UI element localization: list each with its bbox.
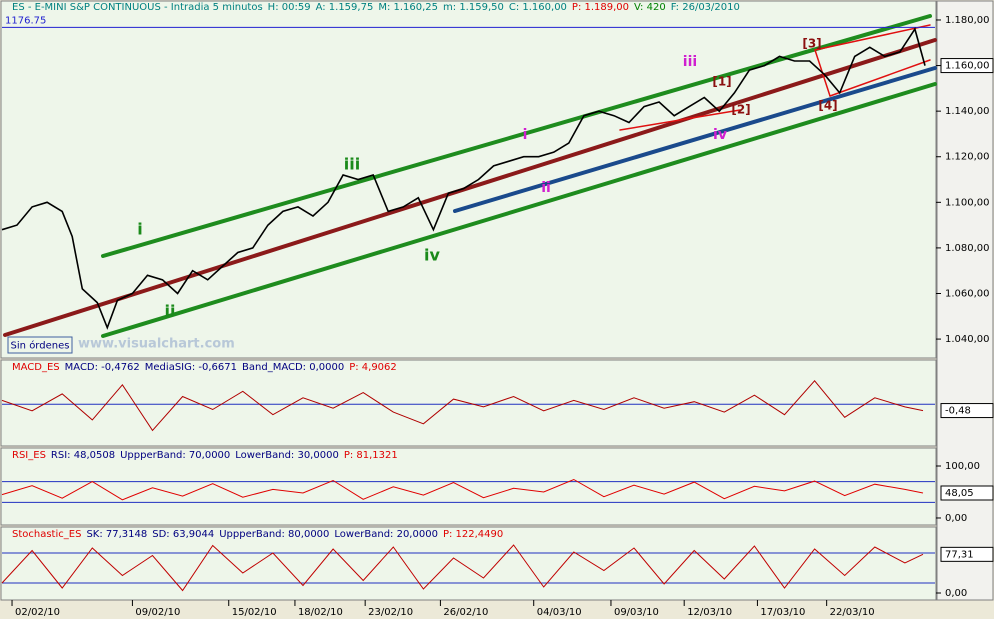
panel-header: ES - E-MINI S&P CONTINUOUS - Intradia 5 … — [12, 2, 740, 13]
header-item: MACD_ES — [12, 362, 60, 373]
header-item: MediaSIG: -0,6671 — [145, 362, 237, 373]
wave-label: ii — [165, 302, 176, 321]
header-item: SD: 63,9044 — [152, 529, 214, 540]
x-tick-label: 23/02/10 — [368, 607, 413, 618]
header-item: Stochastic_ES — [12, 529, 81, 540]
channel-upper — [101, 14, 932, 258]
header-item: m: 1.159,50 — [443, 2, 504, 13]
panel-header: RSI_ES RSI: 48,0508 UppperBand: 70,0000 Low… — [12, 450, 398, 461]
header-item: RSI_ES — [12, 450, 46, 461]
series-line — [1, 380, 924, 432]
watermark: www.visualchart.com — [78, 337, 235, 352]
header-item: H: 00:59 — [268, 2, 311, 13]
wave-label: [4] — [818, 99, 837, 113]
header-item: P: 81,1321 — [344, 450, 398, 461]
x-tick-label: 15/02/10 — [232, 607, 277, 618]
last-value-box — [940, 546, 994, 562]
header-item: RSI: 48,0508 — [51, 450, 115, 461]
x-tick-label: 04/03/10 — [537, 607, 582, 618]
wave-line — [619, 109, 741, 131]
header-item: MACD: -0,4762 — [65, 362, 140, 373]
header-item: P: 4,9062 — [349, 362, 397, 373]
stoch-panel — [0, 526, 937, 601]
rsi-panel — [0, 447, 937, 526]
y-tick-label: 1.120,00 — [945, 152, 990, 163]
header-item: V: 420 — [634, 2, 666, 13]
last-value-box — [940, 485, 994, 501]
channel-lower — [101, 82, 937, 338]
header-item: P: 122,4490 — [443, 529, 503, 540]
panel-header: Stochastic_ES SK: 77,3148 SD: 63,9044 Upppe… — [12, 529, 503, 540]
channel-inner — [453, 66, 937, 213]
channel-middle — [3, 38, 937, 337]
x-tick-label: 02/02/10 — [15, 607, 60, 618]
level-label: 1176.75 — [5, 15, 46, 26]
last-value-label: -0,48 — [945, 406, 971, 417]
series-line — [1, 27, 926, 330]
wave-line — [829, 59, 931, 97]
wave-line — [814, 24, 931, 51]
orders-button-label[interactable]: Sin órdenes — [11, 340, 70, 352]
header-item: UppperBand: 70,0000 — [120, 450, 230, 461]
orders-button[interactable] — [7, 336, 73, 354]
last-value-box — [940, 58, 994, 74]
y-tick-label: 0,00 — [945, 513, 967, 524]
wave-label: [2] — [731, 103, 750, 117]
trend-lines — [3, 14, 937, 338]
header-item: SK: 77,3148 — [86, 529, 147, 540]
x-tick-label: 09/02/10 — [135, 607, 180, 618]
x-tick-label: 09/03/10 — [614, 607, 659, 618]
header-item: A: 1.159,75 — [316, 2, 374, 13]
header-item: M: 1.160,25 — [378, 2, 438, 13]
series-line — [1, 544, 924, 592]
last-value-label: 48,05 — [945, 488, 974, 499]
y-tick-label: 1.060,00 — [945, 288, 990, 299]
x-tick-label: 22/03/10 — [830, 607, 875, 618]
header-item: P: 1.189,00 — [572, 2, 629, 13]
wave-label: iv — [424, 246, 440, 265]
last-value-label: 77,31 — [945, 549, 974, 560]
wave-label: iii — [344, 155, 360, 174]
y-tick-label: 1.100,00 — [945, 197, 990, 208]
y-tick-label: 100,00 — [945, 461, 980, 472]
wave-label: [3] — [802, 37, 821, 51]
wave-label: iii — [683, 54, 697, 70]
x-tick-label: 17/03/10 — [760, 607, 805, 618]
x-tick-label: 26/02/10 — [443, 607, 488, 618]
wave-label: ii — [541, 180, 551, 196]
wave-label: iv — [713, 127, 727, 143]
header-item: F: 26/03/2010 — [671, 2, 740, 13]
right-axis — [936, 0, 994, 601]
header-item: LowerBand: 20,0000 — [334, 529, 438, 540]
y-tick-label: 1.040,00 — [945, 334, 990, 345]
header-item: UppperBand: 80,0000 — [219, 529, 329, 540]
x-tick-label: 18/02/10 — [298, 607, 343, 618]
header-item: ES - E-MINI S&P CONTINUOUS - Intradia 5 … — [12, 2, 263, 13]
wave-label: [1] — [712, 75, 731, 89]
header-item: LowerBand: 30,0000 — [235, 450, 339, 461]
y-tick-label: 1.140,00 — [945, 106, 990, 117]
y-tick-label: 0,00 — [945, 588, 967, 599]
y-tick-label: 1.180,00 — [945, 15, 990, 26]
header-item: C: 1.160,00 — [509, 2, 567, 13]
wave-label: i — [523, 127, 528, 143]
series-line — [1, 478, 924, 501]
panel-header: MACD_ES MACD: -0,4762 MediaSIG: -0,6671 Ban… — [12, 362, 397, 373]
y-tick-label: 1.080,00 — [945, 243, 990, 254]
x-tick-label: 12/03/10 — [687, 607, 732, 618]
last-value-label: 1.160,00 — [945, 61, 990, 72]
wave-label: i — [137, 220, 142, 239]
last-value-box — [940, 403, 994, 419]
header-item: Band_MACD: 0,0000 — [242, 362, 344, 373]
